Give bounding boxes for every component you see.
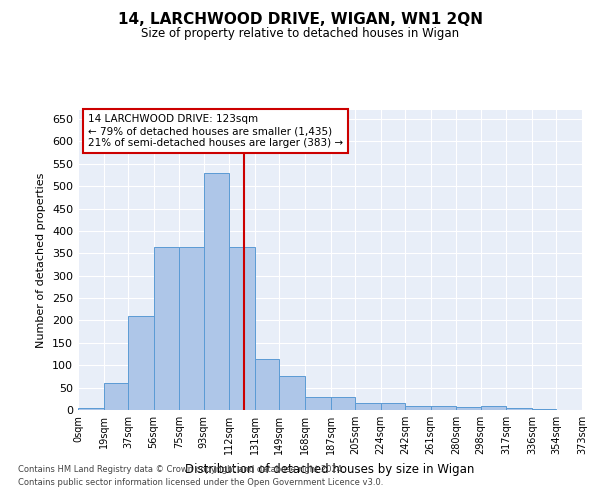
Bar	[280, 376, 305, 410]
Bar	[203, 172, 229, 410]
X-axis label: Distribution of detached houses by size in Wigan: Distribution of detached houses by size …	[185, 462, 475, 475]
Bar	[154, 246, 179, 410]
Bar	[380, 404, 405, 410]
Bar	[229, 246, 255, 410]
Bar	[78, 408, 104, 410]
Y-axis label: Number of detached properties: Number of detached properties	[37, 172, 46, 348]
Text: 14, LARCHWOOD DRIVE, WIGAN, WN1 2QN: 14, LARCHWOOD DRIVE, WIGAN, WN1 2QN	[118, 12, 482, 28]
Bar	[532, 409, 556, 410]
Bar	[481, 406, 506, 410]
Bar	[405, 406, 431, 410]
Text: Contains HM Land Registry data © Crown copyright and database right 2024.: Contains HM Land Registry data © Crown c…	[18, 466, 344, 474]
Bar	[305, 396, 331, 410]
Bar	[255, 358, 280, 410]
Bar	[506, 408, 532, 410]
Bar	[355, 404, 380, 410]
Bar	[331, 396, 355, 410]
Text: 14 LARCHWOOD DRIVE: 123sqm
← 79% of detached houses are smaller (1,435)
21% of s: 14 LARCHWOOD DRIVE: 123sqm ← 79% of deta…	[88, 114, 343, 148]
Text: Size of property relative to detached houses in Wigan: Size of property relative to detached ho…	[141, 28, 459, 40]
Bar	[128, 316, 154, 410]
Text: Contains public sector information licensed under the Open Government Licence v3: Contains public sector information licen…	[18, 478, 383, 487]
Bar	[457, 407, 481, 410]
Bar	[431, 406, 457, 410]
Bar	[104, 383, 128, 410]
Bar	[179, 246, 203, 410]
